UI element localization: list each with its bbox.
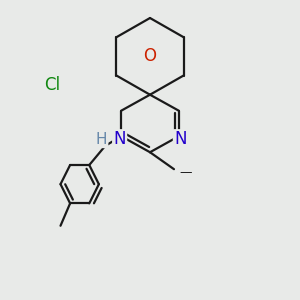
Text: O: O (143, 47, 157, 65)
Text: N: N (113, 130, 126, 148)
Text: Cl: Cl (44, 76, 60, 94)
Text: —: — (179, 167, 192, 179)
Text: H: H (96, 132, 107, 147)
Text: N: N (174, 130, 187, 148)
